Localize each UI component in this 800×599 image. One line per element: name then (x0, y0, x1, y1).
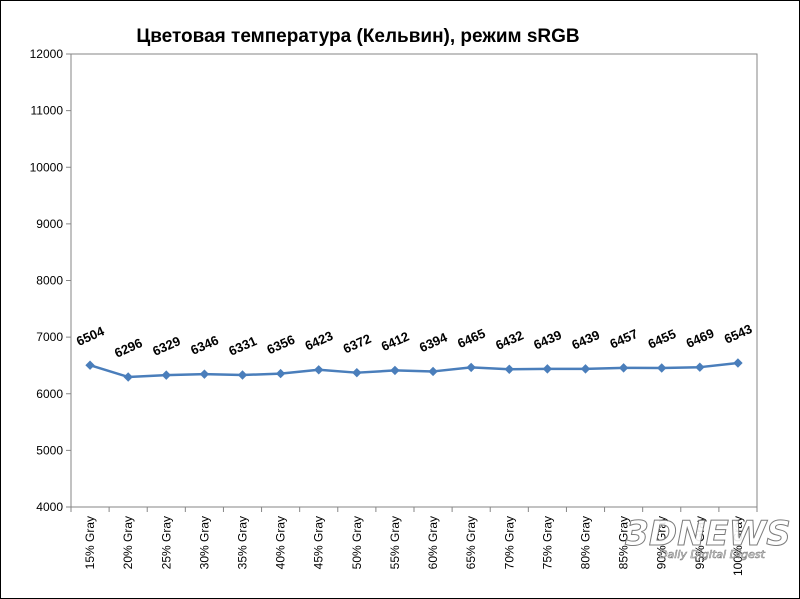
data-label: 6372 (341, 331, 374, 356)
x-axis: 15% Gray 20% Gray 25% Gray 30% Gray 35% Gray… (70, 507, 758, 576)
y-tick-label: 4000 (36, 500, 63, 514)
y-tick-label: 9000 (36, 217, 63, 231)
x-tick-label: 95% Gray (693, 516, 707, 569)
data-point-marker (352, 367, 362, 378)
watermark-logo: 3DNEWS Daily Digital Digest (625, 514, 792, 562)
x-tick-label: 65% Gray (464, 516, 478, 569)
x-tick-label: 25% Gray (159, 516, 173, 569)
data-point-marker (161, 370, 171, 380)
y-tick-label: 5000 (36, 443, 63, 457)
data-label: 6412 (379, 329, 412, 354)
x-tick-label: 80% Gray (579, 516, 593, 569)
x-tick-label: 60% Gray (426, 516, 440, 569)
data-point-marker (695, 362, 705, 372)
data-label: 6439 (569, 327, 602, 352)
x-tick-label: 100% Gray (731, 516, 745, 576)
x-tick-label: 75% Gray (540, 516, 554, 569)
x-tick-label: 40% Gray (274, 516, 288, 569)
chart-title: Цветовая температура (Кельвин), режим sR… (136, 26, 579, 47)
x-tick-label: 85% Gray (617, 516, 631, 569)
y-tick-label: 12000 (30, 47, 64, 61)
y-tick-label: 10000 (30, 160, 64, 174)
x-tick-label: 55% Gray (388, 516, 402, 569)
data-label: 6504 (74, 323, 107, 349)
data-label: 6331 (226, 333, 259, 358)
data-point-marker (618, 363, 629, 373)
data-label: 6455 (646, 326, 679, 351)
data-point-marker (580, 364, 591, 374)
x-tick-label: 45% Gray (312, 516, 326, 569)
series-line (89, 361, 739, 379)
data-label: 6329 (150, 333, 183, 358)
x-tick-label: 20% Gray (121, 516, 135, 569)
plot-area (70, 53, 758, 508)
data-point-marker (390, 365, 400, 376)
data-point-marker (314, 365, 324, 375)
data-label-layer: 6504 6296 6329 6346 6331 6356 6423 6372 6412 6394… (74, 321, 754, 360)
x-tick-label: 50% Gray (350, 516, 364, 569)
y-tick-label: 11000 (31, 104, 64, 118)
data-point-marker (428, 366, 438, 377)
data-point-marker (85, 360, 95, 370)
data-point-marker (657, 363, 667, 373)
data-label: 6465 (455, 326, 488, 351)
data-label: 6296 (112, 335, 145, 360)
data-label: 6457 (608, 326, 641, 351)
y-tick-label: 7000 (36, 330, 63, 344)
data-point-marker (466, 362, 476, 373)
data-label: 6543 (722, 321, 755, 346)
x-tick-label: 90% Gray (655, 516, 669, 569)
y-axis: 12000 11000 10000 9000 8000 7000 6000 5000 4000 (30, 47, 71, 514)
data-point-marker (504, 364, 514, 374)
x-tick-label: 15% Gray (83, 516, 97, 569)
data-label: 6432 (493, 327, 526, 352)
y-tick-label: 8000 (36, 274, 63, 288)
y-tick-label: 6000 (36, 387, 63, 401)
data-label: 6394 (417, 329, 450, 355)
data-label: 6423 (303, 328, 336, 353)
series-layer (85, 358, 743, 382)
data-label: 6469 (684, 325, 717, 350)
x-tick-label: 70% Gray (502, 516, 516, 569)
data-point-marker (542, 364, 553, 374)
data-point-marker (237, 370, 248, 380)
watermark-logo-text: 3DNEWS (625, 514, 791, 554)
x-tick-label: 35% Gray (236, 516, 250, 569)
data-point-marker (199, 369, 210, 379)
data-point-marker (275, 368, 286, 379)
data-label: 6346 (188, 332, 221, 357)
data-point-marker (123, 372, 133, 382)
data-label: 6439 (531, 327, 564, 352)
watermark-tagline: Daily Digital Digest (659, 548, 766, 561)
x-tick-label: 30% Gray (197, 516, 211, 569)
data-label: 6356 (265, 332, 298, 357)
data-point-marker (733, 358, 743, 368)
